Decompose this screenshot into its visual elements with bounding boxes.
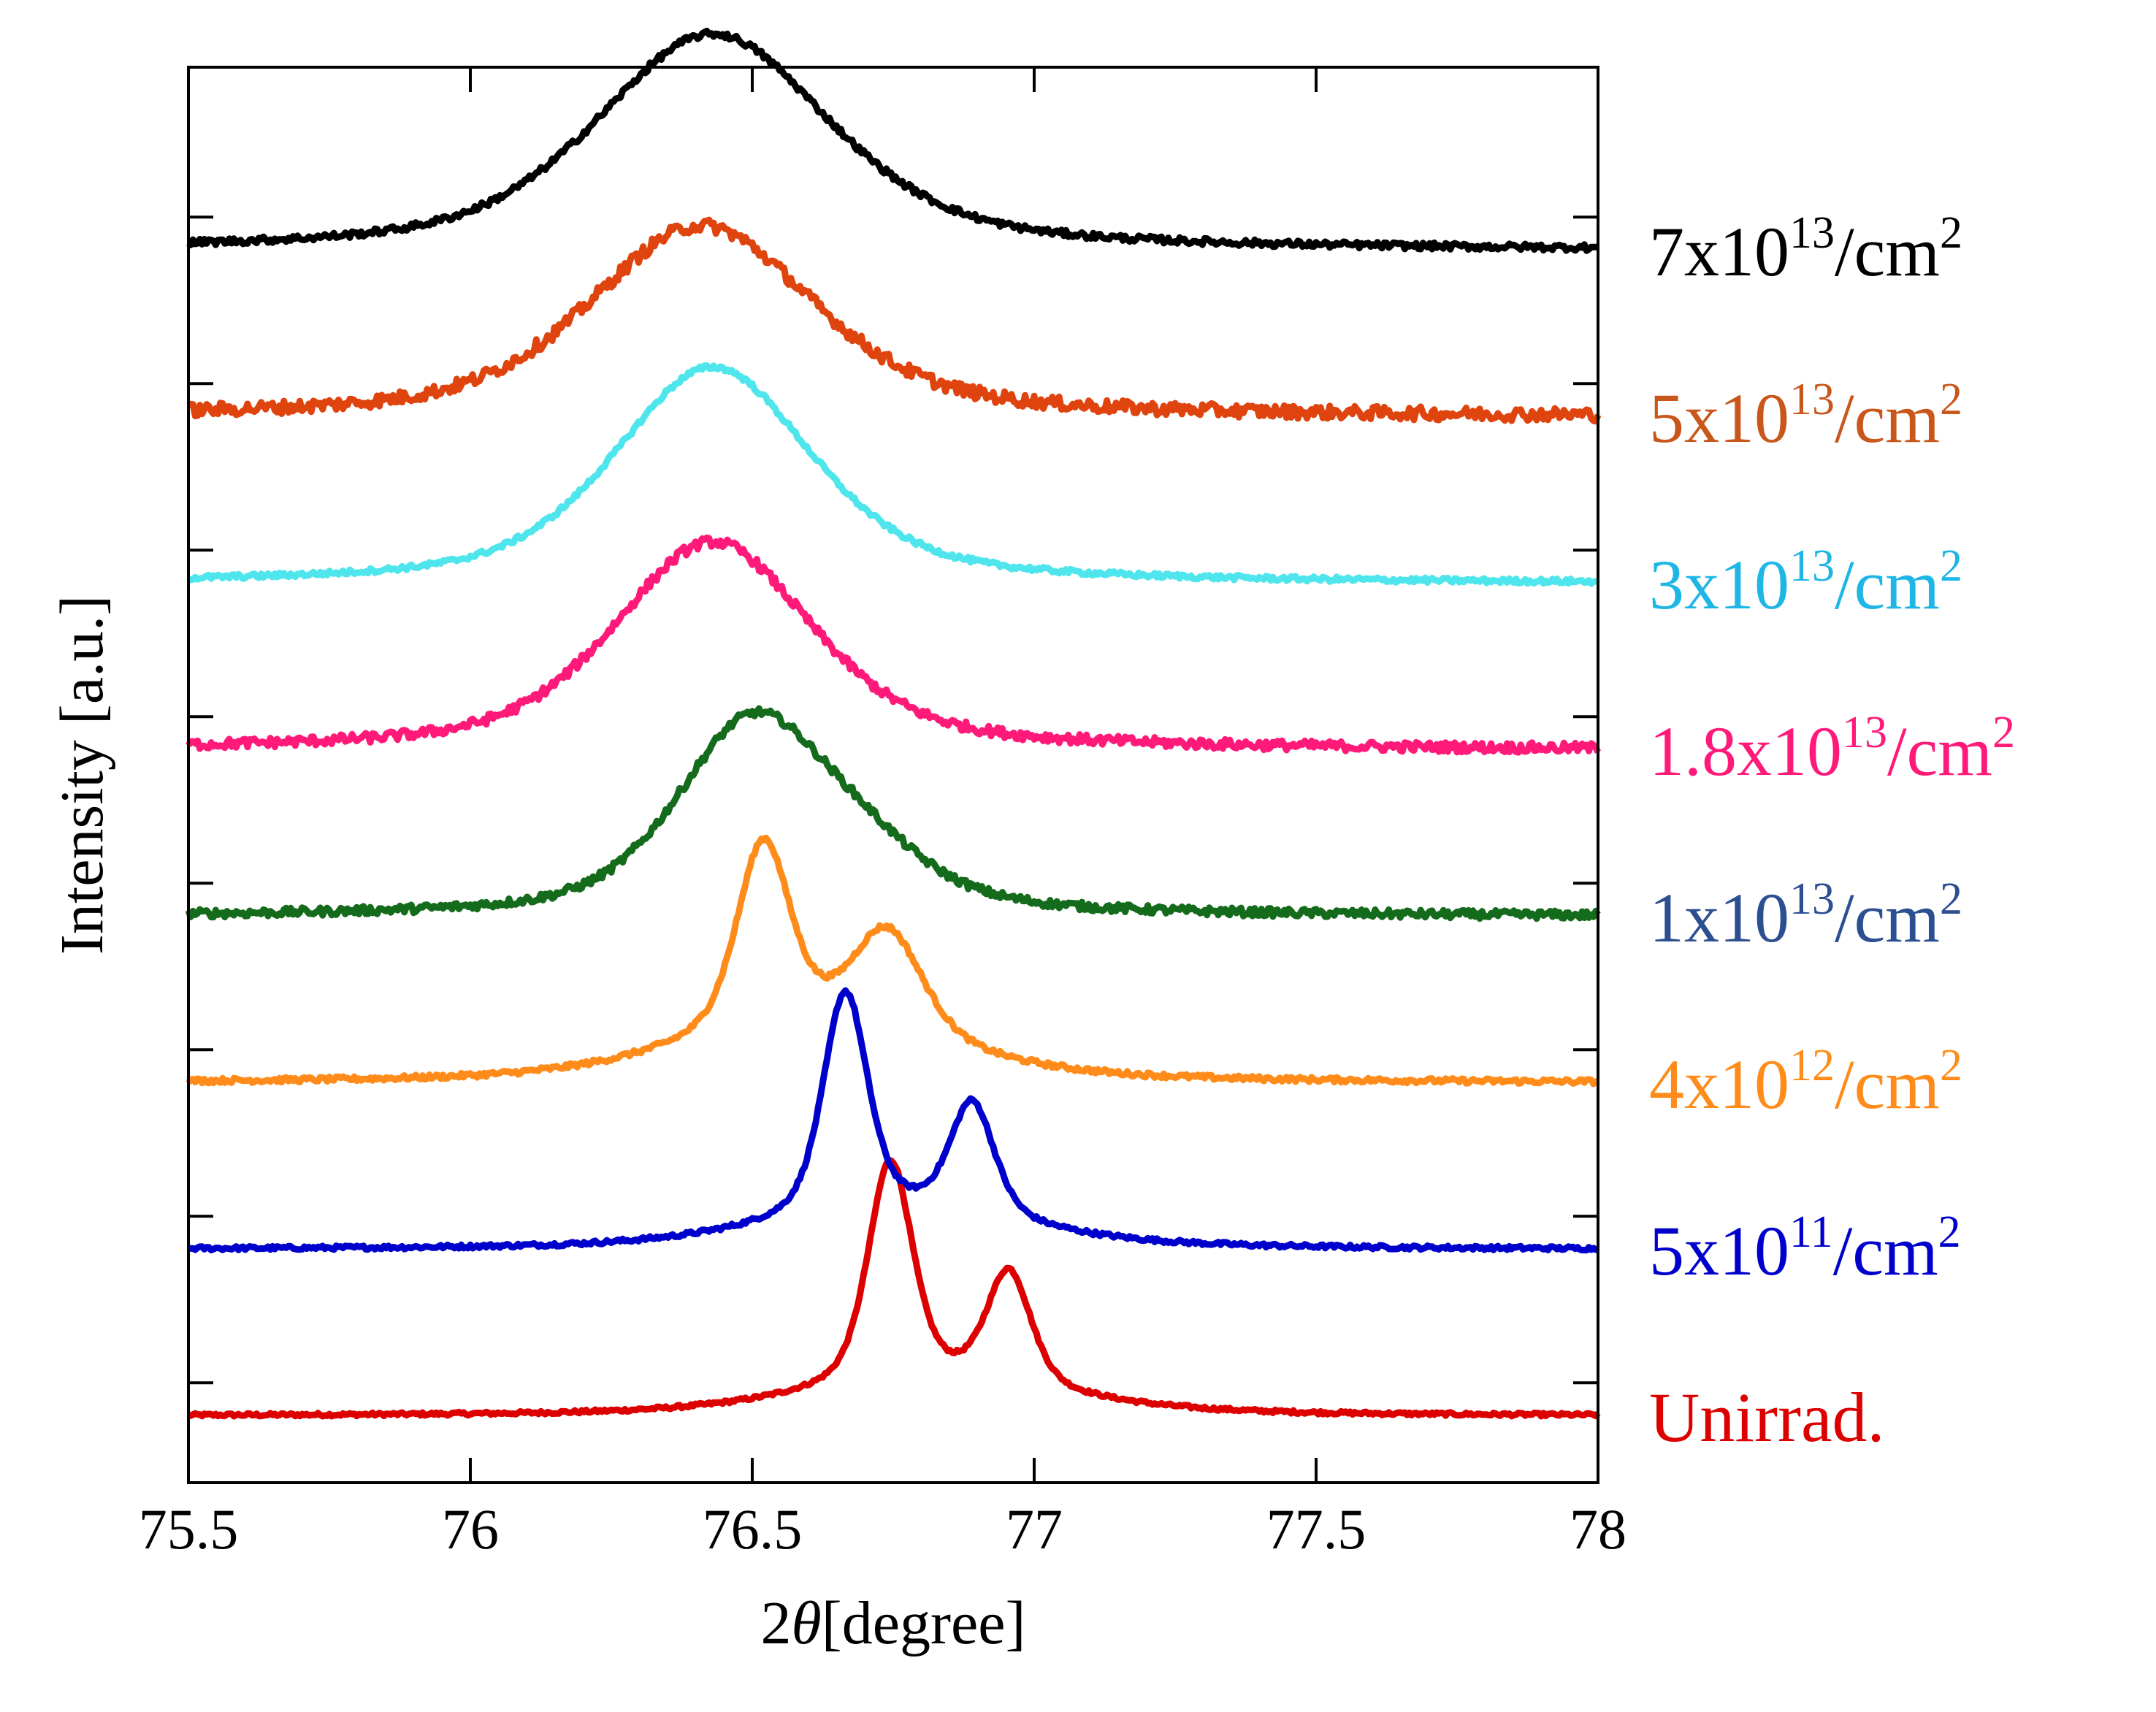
series-label-7: 7x1013/cm2 — [1649, 208, 1962, 291]
series-label-3: 1x1013/cm2 — [1649, 874, 1962, 957]
x-tick-label: 76.5 — [703, 1497, 803, 1561]
y-axis-title: Intensity [a.u.] — [48, 595, 116, 955]
x-tick-label: 75.5 — [139, 1497, 239, 1561]
series-label-5: 3x1013/cm2 — [1649, 541, 1962, 624]
y-axis-ticks — [188, 215, 1598, 1385]
series-line-6 — [186, 216, 1602, 425]
plot-frame — [187, 66, 1599, 1484]
series-line-1 — [187, 987, 1599, 1254]
series-label-6: 5x1013/cm2 — [1649, 375, 1962, 457]
series-label-0: Unirrad. — [1649, 1378, 1885, 1456]
series-labels: Unirrad. 5x1011/cm2 4x1012/cm2 1x1013/cm2 1.… — [1649, 208, 2015, 1456]
x-tick-label: 76 — [442, 1497, 499, 1561]
series-label-4: 1.8x1013/cm2 — [1649, 708, 2015, 790]
x-tick-label: 77.5 — [1266, 1497, 1366, 1561]
x-axis-title: 2θ[degree] — [760, 1589, 1025, 1657]
series-line-4 — [186, 534, 1601, 756]
series-line-7 — [186, 27, 1599, 254]
x-tick-label: 78 — [1570, 1497, 1626, 1561]
series-line-2 — [186, 834, 1599, 1088]
x-axis-title-symbol: θ — [791, 1589, 821, 1657]
series-label-2: 4x1012/cm2 — [1649, 1041, 1962, 1123]
x-axis-title-suffix: [degree] — [822, 1589, 1026, 1657]
x-axis-ticks: 75.5 76 76.5 77 77.5 78 — [139, 67, 1626, 1561]
x-axis-title-prefix: 2 — [760, 1589, 791, 1657]
series-label-1: 5x1011/cm2 — [1649, 1207, 1961, 1290]
x-tick-label: 77 — [1006, 1497, 1063, 1561]
trace-group — [185, 27, 1602, 1420]
series-line-5 — [186, 362, 1599, 587]
series-line-3 — [185, 705, 1601, 922]
series-line-0 — [186, 1157, 1601, 1420]
